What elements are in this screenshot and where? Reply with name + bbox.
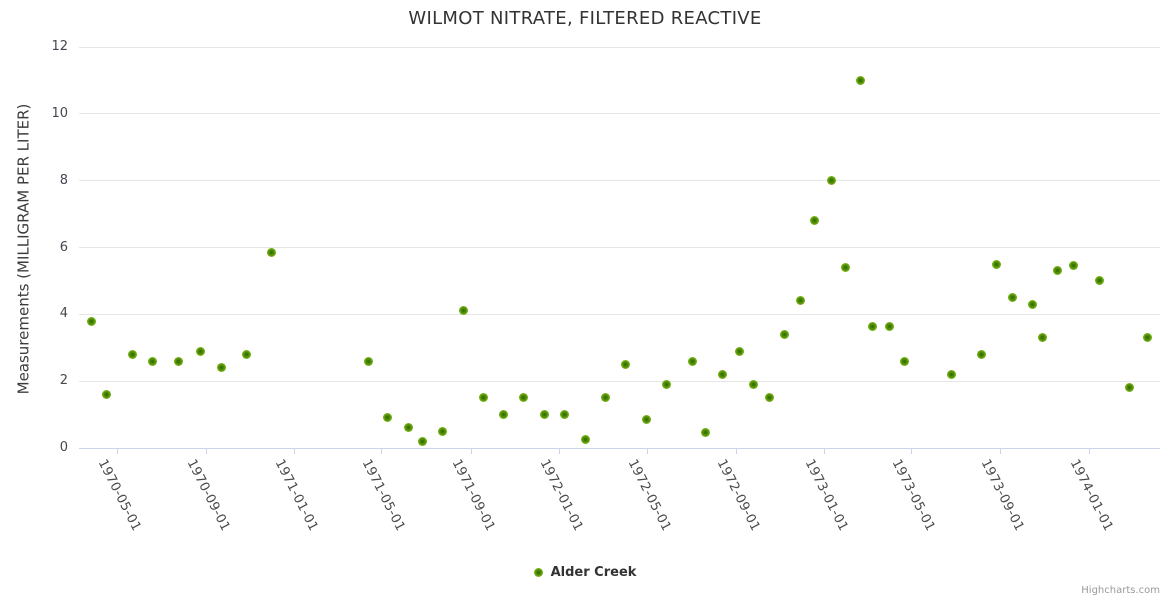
y-gridline xyxy=(79,46,1160,48)
data-point[interactable] xyxy=(899,356,909,366)
data-point[interactable] xyxy=(498,410,508,420)
data-point[interactable] xyxy=(687,356,697,366)
data-point[interactable] xyxy=(764,393,774,403)
data-point[interactable] xyxy=(868,321,878,331)
data-point[interactable] xyxy=(992,259,1002,269)
data-point[interactable] xyxy=(977,349,987,359)
y-axis-tick-label: 2 xyxy=(59,373,68,389)
x-axis-tick-mark xyxy=(381,448,383,454)
data-point[interactable] xyxy=(1069,261,1079,271)
y-axis-tick-label: 8 xyxy=(59,172,68,188)
y-gridline xyxy=(79,313,1160,315)
x-axis-tick-mark xyxy=(558,448,560,454)
x-axis-tick-mark xyxy=(294,448,296,454)
x-axis-tick-label: 1972-09-01 xyxy=(713,457,763,534)
legend[interactable]: Alder Creek xyxy=(0,562,1170,582)
data-point[interactable] xyxy=(795,296,805,306)
data-point[interactable] xyxy=(479,393,489,403)
data-point[interactable] xyxy=(86,316,96,326)
x-axis-tick-mark xyxy=(116,448,118,454)
data-point[interactable] xyxy=(856,75,866,85)
data-point[interactable] xyxy=(147,356,157,366)
data-point[interactable] xyxy=(661,380,671,389)
data-point[interactable] xyxy=(1125,383,1135,393)
data-point[interactable] xyxy=(128,349,138,359)
data-point[interactable] xyxy=(404,423,414,433)
y-axis-tick-label: 0 xyxy=(59,440,68,455)
data-point[interactable] xyxy=(642,415,652,425)
x-axis-tick-mark xyxy=(735,448,737,454)
x-axis-tick-mark xyxy=(824,448,826,454)
data-point[interactable] xyxy=(241,349,251,359)
data-point[interactable] xyxy=(518,393,528,403)
data-point[interactable] xyxy=(718,369,728,379)
data-point[interactable] xyxy=(1027,299,1037,309)
data-point[interactable] xyxy=(363,356,373,366)
x-axis-tick-label: 1970-05-01 xyxy=(94,457,144,534)
data-point[interactable] xyxy=(1038,333,1048,343)
data-point[interactable] xyxy=(580,435,590,445)
data-point[interactable] xyxy=(827,176,837,186)
y-axis-tick-label: 10 xyxy=(51,105,68,121)
data-point[interactable] xyxy=(173,356,183,366)
x-axis-tick-label: 1973-09-01 xyxy=(978,457,1028,534)
x-axis-tick-label: 1971-01-01 xyxy=(271,457,321,534)
x-axis-tick-mark xyxy=(205,448,207,454)
data-point[interactable] xyxy=(700,428,710,438)
data-point[interactable] xyxy=(734,346,744,356)
legend-series-marker-icon xyxy=(533,567,543,577)
highcharts-credit-link[interactable]: Highcharts.com xyxy=(1081,585,1160,596)
data-point[interactable] xyxy=(539,410,549,420)
data-point[interactable] xyxy=(1094,276,1104,286)
x-axis-tick-mark xyxy=(1088,448,1090,454)
data-point[interactable] xyxy=(946,369,956,379)
data-point[interactable] xyxy=(621,359,631,369)
x-axis-tick-label: 1974-01-01 xyxy=(1066,457,1116,534)
x-axis-tick-label: 1972-05-01 xyxy=(624,457,674,534)
y-axis-tick-label: 6 xyxy=(59,239,68,255)
x-axis-tick-mark xyxy=(470,448,472,454)
chart-title: WILMOT NITRATE, FILTERED REACTIVE xyxy=(408,8,762,29)
data-point[interactable] xyxy=(779,329,789,339)
y-gridline xyxy=(79,447,1160,449)
data-point[interactable] xyxy=(1008,293,1018,303)
data-point[interactable] xyxy=(195,346,205,356)
data-point[interactable] xyxy=(885,321,895,331)
data-point[interactable] xyxy=(458,306,468,316)
x-axis-tick-label: 1973-05-01 xyxy=(888,457,938,534)
y-gridline xyxy=(79,247,1160,248)
data-point[interactable] xyxy=(748,380,758,389)
x-axis-tick-label: 1973-01-01 xyxy=(801,457,851,534)
y-axis-tick-label: 4 xyxy=(59,306,68,322)
y-axis-tick-label: 12 xyxy=(51,39,68,54)
x-axis-tick-mark xyxy=(911,448,913,454)
data-point[interactable] xyxy=(102,390,112,400)
data-point[interactable] xyxy=(418,436,428,446)
data-point[interactable] xyxy=(840,263,850,273)
x-axis-tick-mark xyxy=(646,448,648,454)
y-gridline xyxy=(79,180,1160,182)
y-gridline xyxy=(79,113,1160,115)
x-axis-tick-label: 1971-05-01 xyxy=(358,457,408,534)
data-point[interactable] xyxy=(809,216,819,226)
data-point[interactable] xyxy=(560,410,570,420)
data-point[interactable] xyxy=(383,413,393,423)
x-axis-tick-label: 1972-01-01 xyxy=(536,457,586,534)
y-gridline xyxy=(79,380,1160,382)
data-point[interactable] xyxy=(600,393,610,403)
data-point[interactable] xyxy=(1143,333,1153,343)
data-point[interactable] xyxy=(216,363,226,373)
data-point[interactable] xyxy=(267,248,277,257)
data-point[interactable] xyxy=(1053,266,1063,276)
legend-series-label: Alder Creek xyxy=(550,564,637,580)
data-point[interactable] xyxy=(438,426,448,436)
x-axis-tick-label: 1970-09-01 xyxy=(183,457,233,534)
x-axis-tick-mark xyxy=(1000,448,1002,454)
x-axis-tick-label: 1971-09-01 xyxy=(448,457,498,534)
